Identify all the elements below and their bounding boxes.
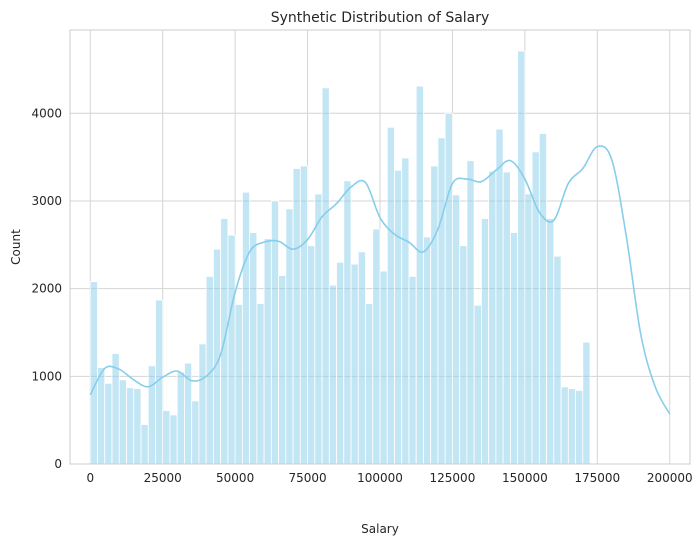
histogram-bar-11: [169, 414, 178, 465]
histogram-bar-68: [582, 341, 591, 465]
histogram-bar-44: [408, 275, 417, 465]
histogram-bar-4: [118, 379, 127, 465]
y-tick-label-4: 4000: [31, 106, 62, 120]
histogram-bar-53: [473, 304, 482, 465]
x-tick-label-1: 25000: [144, 471, 182, 485]
histogram-bar-7: [140, 424, 149, 465]
histogram-bar-51: [459, 245, 468, 465]
chart-title: Synthetic Distribution of Salary: [271, 10, 490, 26]
histogram-bar-29: [299, 165, 308, 465]
histogram-bar-6: [133, 388, 142, 465]
histogram-bar-28: [292, 168, 301, 465]
histogram-bar-67: [575, 389, 584, 465]
x-axis-label: Salary: [361, 522, 399, 536]
histogram-bar-54: [481, 218, 490, 465]
y-tick-label-1: 1000: [31, 369, 62, 383]
histogram-bar-0: [89, 281, 98, 465]
y-axis-label: Count: [9, 229, 23, 265]
histogram-bar-40: [379, 270, 388, 465]
histogram-bar-39: [372, 228, 381, 465]
histogram-bar-21: [241, 191, 251, 465]
histogram-bar-55: [488, 170, 497, 465]
histogram-bar-64: [553, 255, 562, 465]
histogram-bar-20: [234, 304, 243, 465]
y-tick-label-0: 0: [54, 457, 62, 471]
x-tick-label-5: 125000: [430, 471, 476, 485]
histogram-bar-33: [328, 284, 337, 465]
histogram-bar-50: [452, 194, 461, 465]
x-tick-label-7: 175000: [574, 471, 620, 485]
histogram-bar-47: [430, 165, 439, 465]
y-axis-ticks: 0 1000 2000 3000 4000: [31, 106, 62, 471]
histogram-bar-22: [249, 232, 258, 465]
histogram-bar-57: [502, 171, 511, 465]
histogram-bar-26: [278, 275, 287, 465]
x-tick-label-0: 0: [86, 471, 94, 485]
histogram-bars: [89, 50, 591, 465]
histogram-bar-12: [176, 371, 185, 465]
histogram-bar-19: [227, 234, 236, 465]
x-tick-label-8: 200000: [647, 471, 693, 485]
y-tick-label-3: 3000: [31, 194, 62, 208]
histogram-bar-5: [126, 387, 135, 465]
kde-curve: [89, 145, 671, 415]
histogram-bar-35: [343, 180, 352, 465]
histogram-bar-36: [350, 263, 359, 465]
histogram-bar-32: [321, 87, 330, 465]
x-tick-label-4: 100000: [357, 471, 403, 485]
x-tick-label-3: 75000: [288, 471, 326, 485]
histogram-bar-14: [191, 400, 200, 465]
histogram-bar-23: [256, 303, 265, 465]
histogram-bar-41: [386, 126, 395, 465]
x-tick-label-2: 50000: [216, 471, 254, 485]
histogram-bar-59: [517, 50, 526, 465]
histogram-bar-37: [357, 251, 366, 465]
histogram-bar-38: [365, 303, 374, 465]
histogram-bar-30: [307, 245, 316, 465]
histogram-bar-62: [538, 133, 547, 465]
histogram-bar-48: [437, 137, 446, 465]
x-axis-ticks: 0 25000 50000 75000 100000 125000 150000 175000…: [86, 471, 692, 485]
histogram-bar-58: [509, 232, 519, 465]
histogram-bar-31: [314, 193, 323, 465]
histogram-bar-52: [466, 160, 475, 465]
x-tick-label-6: 150000: [502, 471, 548, 485]
plot-border: [69, 29, 691, 465]
histogram-bar-43: [401, 157, 410, 465]
histogram-bar-46: [423, 236, 432, 465]
histogram-bar-10: [162, 410, 171, 465]
plot-frame: [69, 29, 691, 465]
histogram-bar-34: [336, 261, 345, 465]
y-tick-label-2: 2000: [31, 282, 62, 296]
histogram-bar-49: [444, 112, 453, 465]
histogram-bar-15: [198, 343, 207, 465]
histogram-bar-65: [560, 386, 569, 465]
histogram-bar-8: [147, 365, 156, 465]
histogram-bar-24: [263, 238, 272, 465]
histogram-bar-66: [567, 388, 576, 465]
histogram-bar-42: [394, 169, 403, 465]
histogram-bar-45: [415, 85, 424, 465]
histogram-bar-56: [495, 128, 504, 465]
histogram-bar-3: [111, 353, 120, 465]
histogram-bar-60: [524, 193, 533, 465]
histogram-bar-2: [104, 382, 113, 465]
histogram-bar-63: [546, 218, 555, 465]
histogram-bar-1: [97, 367, 106, 465]
